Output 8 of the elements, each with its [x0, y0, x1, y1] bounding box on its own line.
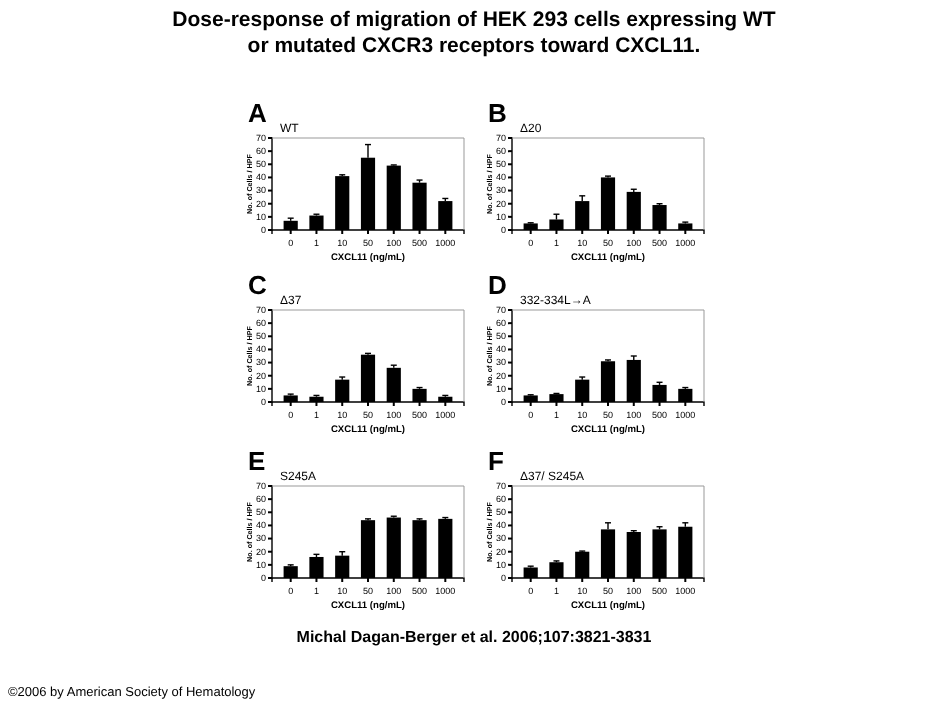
- chart-title: E: [248, 446, 266, 476]
- text: Michal Dagan-Berger et al. 2006;107:3821-3831: [296, 628, 653, 646]
- chart-title: D: [488, 270, 507, 300]
- chart-title: B: [488, 98, 507, 128]
- chart-title: A: [248, 98, 268, 128]
- chart-title: C: [248, 270, 268, 300]
- text: Dose-response of migration of HEK 293 cells expressing WT or mutated CXCR3 receptors toward CXCL11.: [170, 8, 778, 60]
- chart-title: F: [488, 446, 504, 476]
